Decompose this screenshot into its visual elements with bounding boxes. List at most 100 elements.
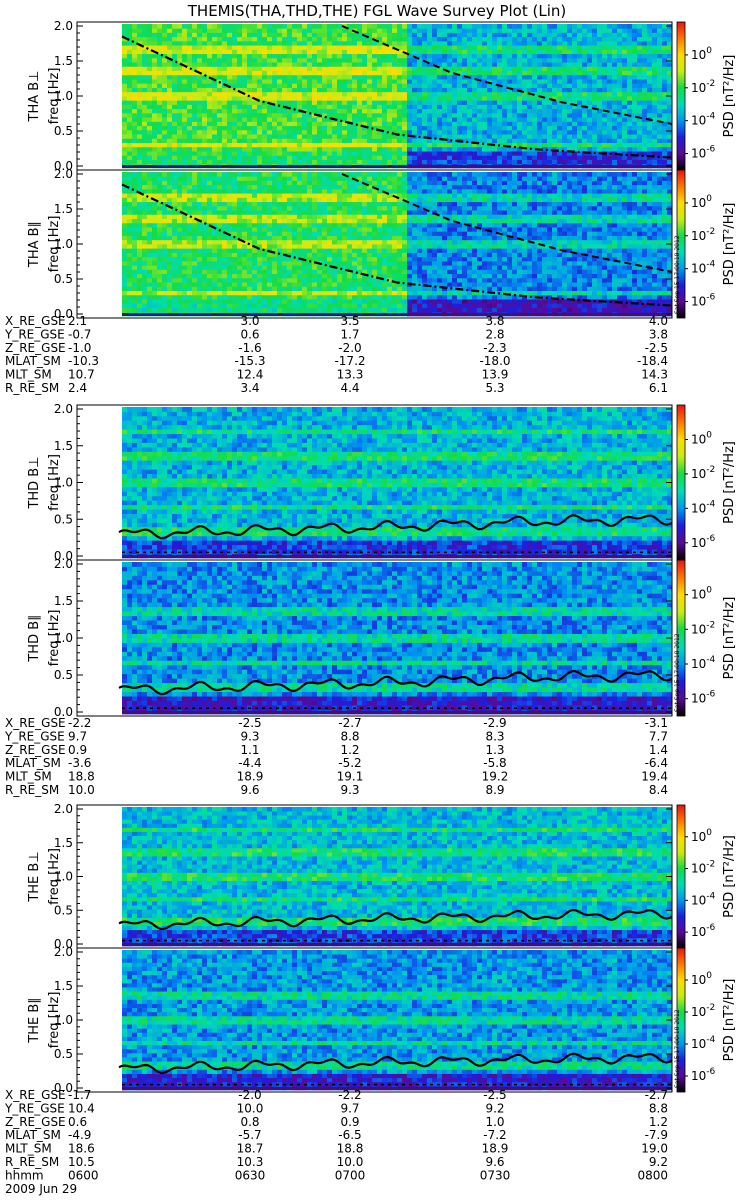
panel-freq-label: freq [Hz] [47, 992, 62, 1049]
spectrogram [122, 407, 672, 558]
panel-probe-label: THD B⊥ [27, 456, 42, 509]
ephemeris-value: 9.3 [340, 783, 359, 797]
ephemeris-value: 13.3 [337, 368, 364, 382]
ephemeris-value: -10.3 [68, 354, 99, 368]
ephemeris-value: -3.6 [68, 756, 91, 770]
time-tick-label: 0700 [335, 1168, 366, 1182]
ephemeris-row-label: R_RE_SM [5, 783, 59, 797]
panel-probe-label: THD B∥ [27, 614, 42, 662]
ephemeris-value: -15.3 [234, 354, 265, 368]
ephemeris-value: 8.9 [485, 783, 504, 797]
ephemeris-value: 0.6 [68, 1115, 87, 1129]
ephemeris-value: 9.7 [68, 729, 87, 743]
colorbar-tick-label: 100 [691, 46, 712, 62]
ephemeris-value: 3.5 [340, 314, 359, 328]
ephemeris-value: -6.4 [645, 756, 668, 770]
ephemeris-value: -2.2 [338, 1088, 361, 1102]
ephemeris-value: 19.0 [641, 1142, 668, 1156]
ephemeris-value: -18.4 [637, 354, 668, 368]
spectrogram [122, 562, 672, 714]
ephemeris-value: 3.8 [649, 327, 668, 341]
ephemeris-the: X_RE_GSE -1.7 -2.0 -2.2 -2.5 -2.7Y_RE_GSE 10.4… [4, 1088, 668, 1169]
ephemeris-thd: X_RE_GSE -2.2 -2.5 -2.7 -2.9 -3.1Y_RE_GSE 9.7 9… [4, 716, 668, 797]
ephemeris-value: -2.7 [338, 716, 361, 730]
ephemeris-value: 3.0 [240, 314, 259, 328]
ephemeris-row-label: Y_RE_GSE [4, 1101, 65, 1115]
ephemeris-value: -18.0 [479, 354, 510, 368]
ephemeris-value: 13.9 [482, 368, 509, 382]
y-tick-label: 1.5 [54, 54, 73, 68]
ephemeris-row-label: MLAT_SM [5, 1128, 61, 1142]
ephemeris-value: 1.3 [485, 743, 504, 757]
ephemeris-value: -2.2 [68, 716, 91, 730]
ephemeris-row-label: X_RE_GSE [5, 314, 66, 328]
ephemeris-value: 10.0 [337, 1155, 364, 1169]
colorbar-tick-label: 10-4 [691, 499, 716, 515]
spectrogram [122, 950, 672, 1090]
y-tick-label: 2.0 [54, 19, 73, 33]
ephemeris-value: -2.7 [645, 1088, 668, 1102]
time-tick-label: 0600 [68, 1168, 99, 1182]
ephemeris-value: 2.4 [68, 381, 87, 395]
y-tick-label: 2.0 [54, 557, 73, 571]
colorbar-label: PSD [nT²/Hz] [722, 55, 737, 138]
timestamp-stamp: Sat Sep 15 17:00:18 2012 [674, 633, 681, 712]
ephemeris-value: -0.7 [68, 327, 91, 341]
colorbar-tick-label: 10-2 [691, 1003, 715, 1019]
ephemeris-value: -7.2 [483, 1128, 506, 1142]
ephemeris-value: 18.6 [68, 1142, 95, 1156]
ephemeris-value: 0.6 [240, 327, 259, 341]
ephemeris-value: 18.8 [68, 770, 95, 784]
ephemeris-value: -1.7 [68, 1088, 91, 1102]
ephemeris-value: 8.8 [340, 729, 359, 743]
y-tick-label: 0.5 [54, 272, 73, 286]
ephemeris-value: 9.6 [485, 1155, 504, 1169]
ephemeris-row-label: Y_RE_GSE [4, 729, 65, 743]
ephemeris-value: 10.0 [68, 783, 95, 797]
ephemeris-value: 18.9 [482, 1142, 509, 1156]
colorbar-tick-label: 10-4 [691, 655, 716, 671]
ephemeris-value: 12.4 [237, 368, 264, 382]
ephemeris-value: 18.9 [237, 770, 264, 784]
figure-title: THEMIS(THA,THD,THE) FGL Wave Survey Plot… [187, 2, 566, 20]
ephemeris-row-label: R_RE_SM [5, 381, 59, 395]
ephemeris-value: 1.7 [340, 327, 359, 341]
ephemeris-value: -2.5 [483, 1088, 506, 1102]
colorbar-tick-label: 100 [691, 194, 712, 210]
colorbar-label: PSD [nT²/Hz] [722, 203, 737, 286]
ephemeris-value: 14.3 [641, 368, 668, 382]
y-tick-label: 1.5 [54, 594, 73, 608]
ephemeris-value: 6.1 [649, 381, 668, 395]
ephemeris-value: -2.0 [338, 341, 361, 355]
ephemeris-value: 9.3 [240, 729, 259, 743]
ephemeris-value: 18.7 [237, 1142, 264, 1156]
ephemeris-value: 18.8 [337, 1142, 364, 1156]
colorbar-label: PSD [nT²/Hz] [722, 597, 737, 680]
colorbar-tick-label: 10-6 [691, 534, 716, 550]
ephemeris-value: -7.9 [645, 1128, 668, 1142]
ephemeris-value: 9.6 [240, 783, 259, 797]
panel-freq-label: freq [Hz] [47, 216, 62, 273]
panel-freq-label: freq [Hz] [47, 610, 62, 667]
colorbar-tick-label: 10-4 [691, 1035, 716, 1051]
colorbar-tick-label: 10-6 [691, 1067, 716, 1083]
ephemeris-value: -2.5 [645, 341, 668, 355]
y-tick-label: 2.0 [54, 802, 73, 816]
ephemeris-row-label: MLT_SM [5, 368, 52, 382]
ephemeris-value: 5.3 [485, 381, 504, 395]
ephemeris-row-label: Z_RE_GSE [5, 1115, 66, 1129]
ephemeris-value: 8.8 [649, 1101, 668, 1115]
ephemeris-value: -5.7 [238, 1128, 261, 1142]
ephemeris-value: -2.9 [483, 716, 506, 730]
colorbar-tick-label: 10-6 [691, 923, 716, 939]
colorbar-tick-label: 100 [691, 430, 712, 446]
ephemeris-value: 19.1 [337, 770, 364, 784]
ephemeris-value: 19.4 [641, 770, 668, 784]
